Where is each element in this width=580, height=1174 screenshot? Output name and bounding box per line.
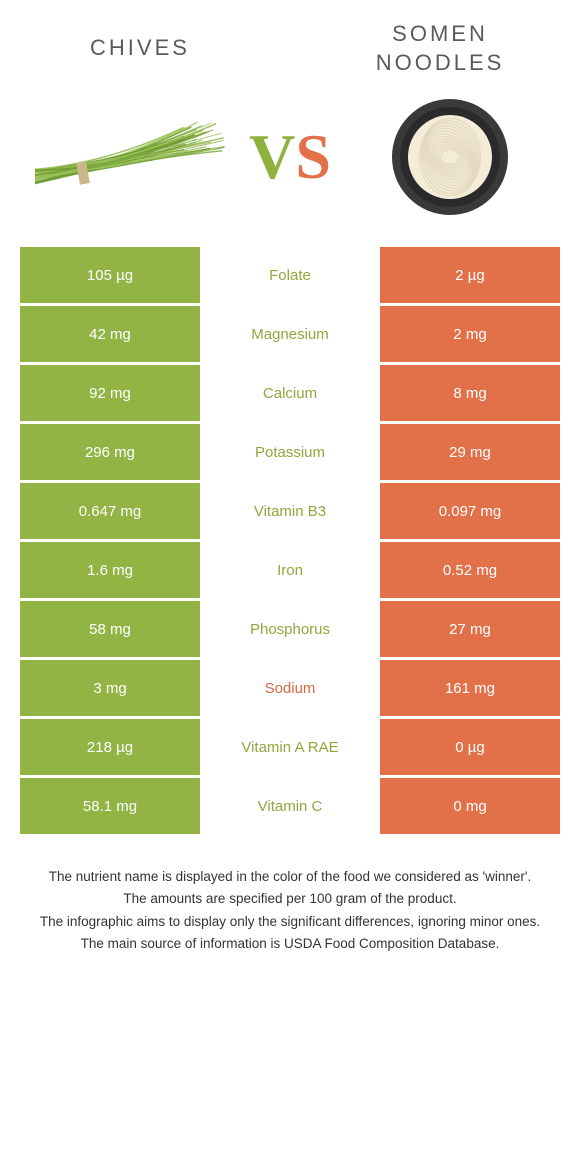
- images-row: VS: [0, 87, 580, 247]
- left-value: 218 µg: [20, 719, 200, 775]
- left-value: 105 µg: [20, 247, 200, 303]
- table-row: 0.647 mgVitamin B30.097 mg: [20, 483, 560, 539]
- left-value: 1.6 mg: [20, 542, 200, 598]
- table-row: 218 µgVitamin A RAE0 µg: [20, 719, 560, 775]
- left-value: 58.1 mg: [20, 778, 200, 834]
- right-value: 0.097 mg: [380, 483, 560, 539]
- footer-line: The amounts are specified per 100 gram o…: [30, 889, 550, 909]
- left-value: 92 mg: [20, 365, 200, 421]
- table-row: 42 mgMagnesium2 mg: [20, 306, 560, 362]
- footer-line: The nutrient name is displayed in the co…: [30, 867, 550, 887]
- right-value: 8 mg: [380, 365, 560, 421]
- nutrient-name: Vitamin A RAE: [200, 719, 380, 775]
- nutrient-name: Magnesium: [200, 306, 380, 362]
- footer-notes: The nutrient name is displayed in the co…: [0, 837, 580, 954]
- left-value: 42 mg: [20, 306, 200, 362]
- table-row: 58 mgPhosphorus27 mg: [20, 601, 560, 657]
- chives-image: [30, 97, 230, 217]
- footer-line: The main source of information is USDA F…: [30, 934, 550, 954]
- table-row: 105 µgFolate2 µg: [20, 247, 560, 303]
- right-value: 0 µg: [380, 719, 560, 775]
- right-value: 29 mg: [380, 424, 560, 480]
- table-row: 58.1 mgVitamin C0 mg: [20, 778, 560, 834]
- nutrient-name: Calcium: [200, 365, 380, 421]
- noodles-image: [350, 97, 550, 217]
- nutrient-name: Vitamin C: [200, 778, 380, 834]
- nutrient-name: Phosphorus: [200, 601, 380, 657]
- right-value: 2 mg: [380, 306, 560, 362]
- vs-label: VS: [249, 120, 331, 194]
- table-row: 3 mgSodium161 mg: [20, 660, 560, 716]
- nutrient-name: Vitamin B3: [200, 483, 380, 539]
- table-row: 1.6 mgIron0.52 mg: [20, 542, 560, 598]
- right-value: 0.52 mg: [380, 542, 560, 598]
- nutrient-name: Sodium: [200, 660, 380, 716]
- nutrient-name: Folate: [200, 247, 380, 303]
- footer-line: The infographic aims to display only the…: [30, 912, 550, 932]
- left-value: 58 mg: [20, 601, 200, 657]
- right-value: 2 µg: [380, 247, 560, 303]
- nutrient-name: Iron: [200, 542, 380, 598]
- table-row: 92 mgCalcium8 mg: [20, 365, 560, 421]
- nutrient-name: Potassium: [200, 424, 380, 480]
- left-value: 296 mg: [20, 424, 200, 480]
- header: Chives Somen noodles: [0, 0, 580, 87]
- title-right: Somen noodles: [340, 20, 540, 77]
- right-value: 0 mg: [380, 778, 560, 834]
- comparison-table: 105 µgFolate2 µg42 mgMagnesium2 mg92 mgC…: [0, 247, 580, 834]
- left-value: 0.647 mg: [20, 483, 200, 539]
- right-value: 27 mg: [380, 601, 560, 657]
- vs-s: S: [295, 121, 331, 192]
- right-value: 161 mg: [380, 660, 560, 716]
- vs-v: V: [249, 121, 295, 192]
- table-row: 296 mgPotassium29 mg: [20, 424, 560, 480]
- left-value: 3 mg: [20, 660, 200, 716]
- title-left: Chives: [40, 34, 240, 63]
